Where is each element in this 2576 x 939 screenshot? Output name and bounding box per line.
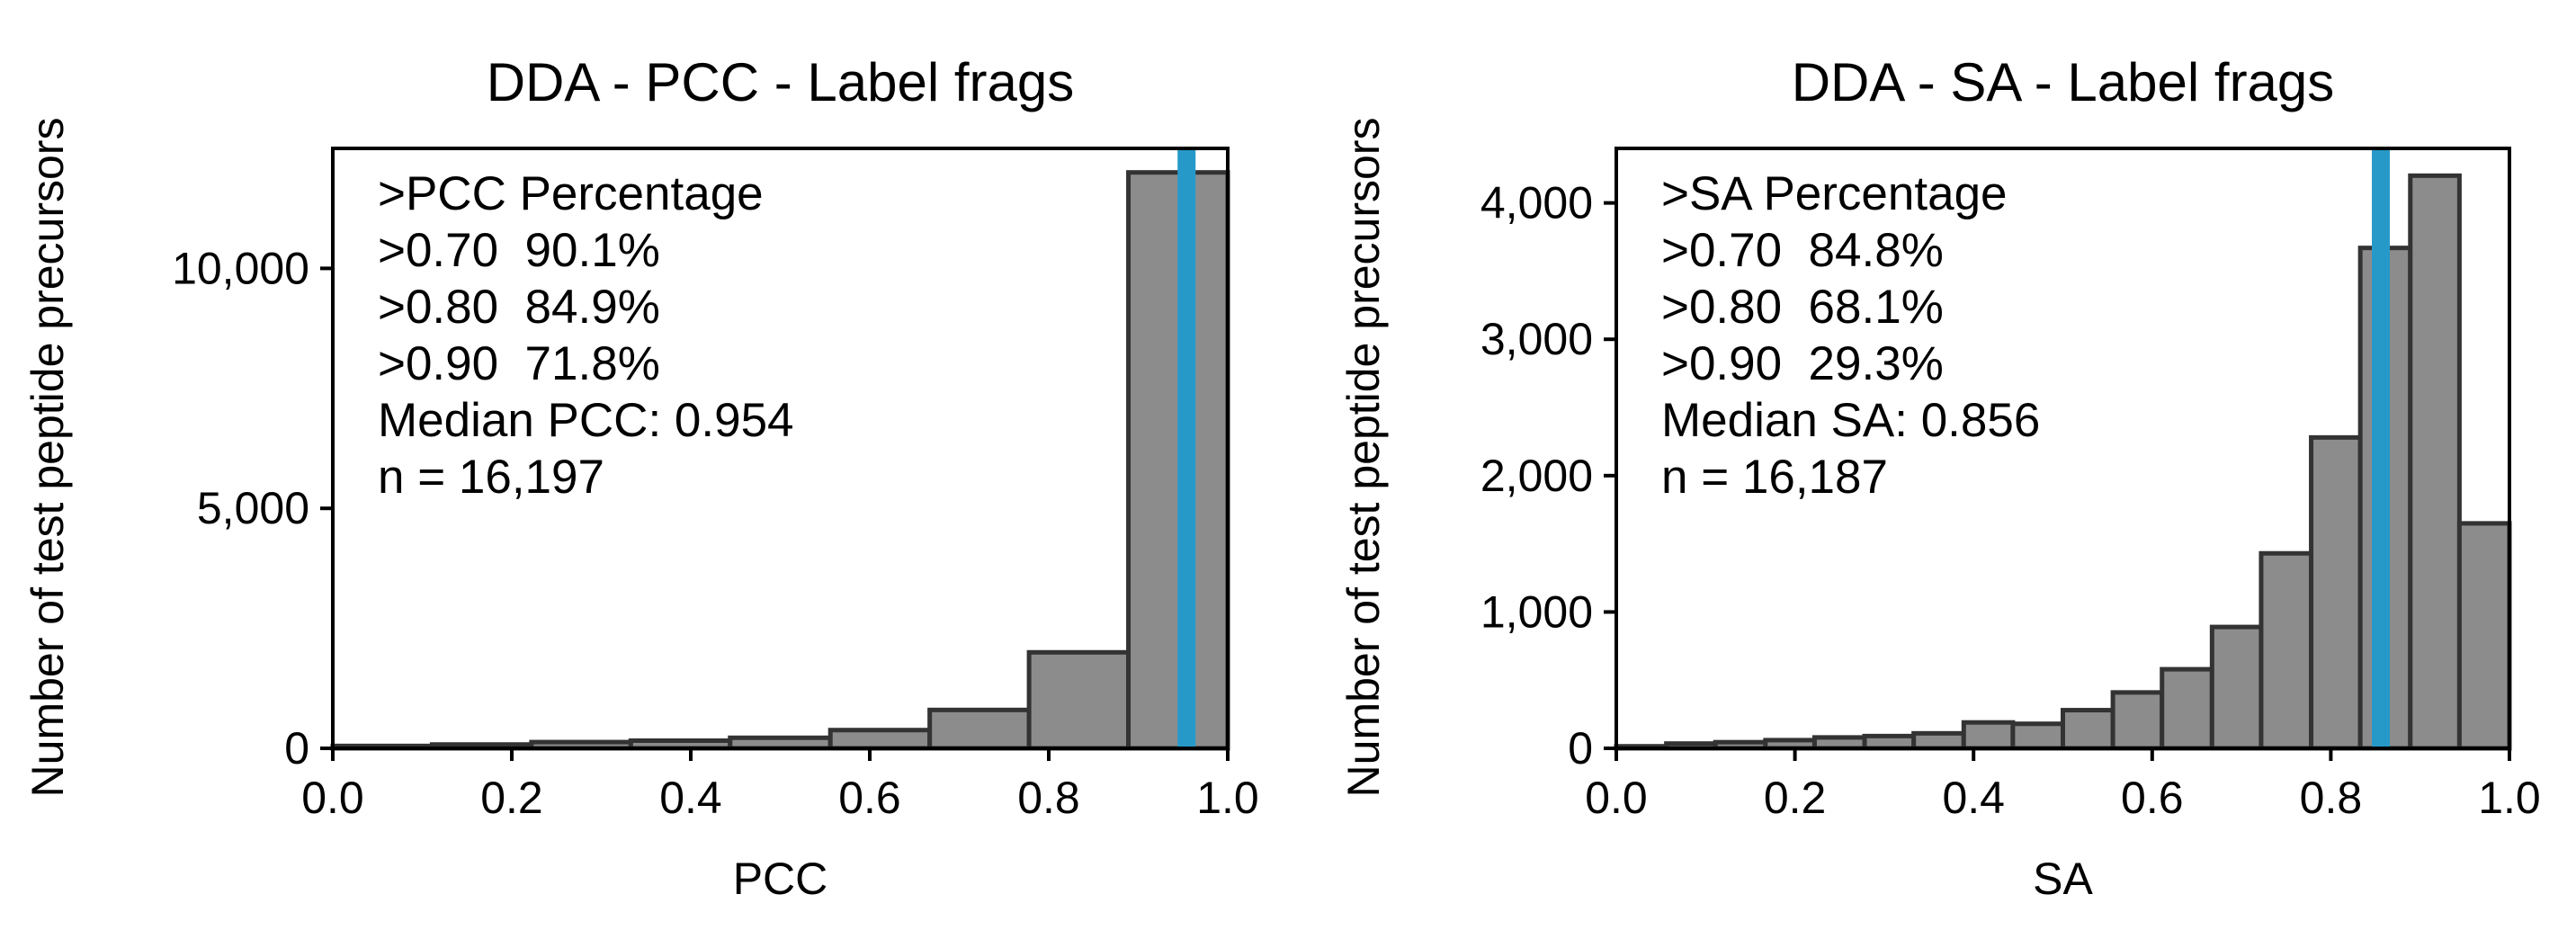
x-tick-label: 0.2: [1764, 773, 1827, 823]
x-tick-label: 0.8: [2300, 773, 2363, 823]
histogram-bar: [2309, 434, 2363, 751]
histogram-bar: [1911, 730, 1966, 751]
histogram-bar: [927, 707, 1032, 751]
annotation-line: >0.80 84.9%: [378, 281, 660, 334]
histogram-bar: [1961, 720, 2016, 751]
x-tick-label: 0.6: [2121, 773, 2184, 823]
axes-frame: [331, 147, 1230, 750]
x-tick-label: 0.0: [301, 773, 364, 823]
annotation-line: >0.90 29.3%: [1661, 337, 1944, 390]
y-tick-label: 5,000: [197, 483, 309, 533]
chart-title: DDA - PCC - Label frags: [487, 52, 1075, 112]
histogram-bar: [2408, 173, 2462, 751]
annotation-line: >0.80 68.1%: [1661, 281, 1944, 334]
histogram-bar: [2258, 550, 2314, 751]
y-axis-label: Number of test peptide precursors: [1338, 118, 1389, 798]
histogram-bar: [1862, 733, 1917, 751]
annotation-line: n = 16,197: [378, 451, 604, 504]
annotation-line: >0.70 90.1%: [378, 224, 660, 277]
y-axis-label: Number of test peptide precursors: [22, 118, 73, 798]
annotation-line: n = 16,187: [1661, 451, 1888, 504]
y-tick-label: 1,000: [1480, 586, 1593, 637]
histogram-bar: [2160, 666, 2214, 751]
x-tick-label: 1.0: [1196, 773, 1259, 823]
histogram-bar: [2456, 521, 2512, 751]
y-tick-label: 0: [284, 723, 309, 774]
axes-frame: [1614, 147, 2511, 750]
chart-panel-2: 0.0 0.2 0.4 0.6 0.8 1.0 0 1,000 2,000 3,000 4,000 D…: [1338, 52, 2541, 904]
x-tick-label: 0.4: [659, 773, 722, 823]
y-tick-label: 10,000: [172, 243, 309, 293]
x-tick-label: 0.0: [1585, 773, 1648, 823]
x-axis-label: SA: [2033, 854, 2093, 904]
median-line: [2372, 148, 2391, 748]
chart-title: DDA - SA - Label frags: [1792, 52, 2335, 112]
annotation-line: >0.90 71.8%: [378, 337, 660, 390]
x-tick-label: 0.2: [480, 773, 543, 823]
x-tick-label: 0.4: [1942, 773, 2005, 823]
x-tick-label: 0.8: [1017, 773, 1080, 823]
chart-panel-1: 0.0 0.2 0.4 0.6 0.8 1.0 0 5,000 10,000 DDA - PCC …: [22, 52, 1259, 904]
annotation-line: Median PCC: 0.954: [378, 394, 794, 447]
annotation-line: Median SA: 0.856: [1661, 394, 2040, 447]
y-tick-label: 2,000: [1480, 451, 1593, 501]
histogram-bar: [2110, 690, 2165, 751]
annotation-line: >SA Percentage: [1661, 167, 2008, 220]
histogram-bar: [2209, 624, 2264, 751]
annotation-line: >PCC Percentage: [378, 167, 764, 220]
histogram-bar: [1026, 649, 1131, 751]
annotation-line: >0.70 84.8%: [1661, 224, 1944, 277]
median-line: [1177, 148, 1196, 748]
x-axis-label: PCC: [733, 854, 828, 904]
y-tick-label: 4,000: [1480, 178, 1593, 228]
histogram-bar: [2061, 708, 2115, 751]
x-tick-label: 0.6: [838, 773, 901, 823]
y-tick-label: 0: [1568, 723, 1593, 774]
y-tick-label: 3,000: [1480, 314, 1593, 364]
histogram-bar: [2010, 721, 2066, 751]
x-tick-label: 1.0: [2478, 773, 2541, 823]
histogram-bar: [827, 728, 933, 751]
